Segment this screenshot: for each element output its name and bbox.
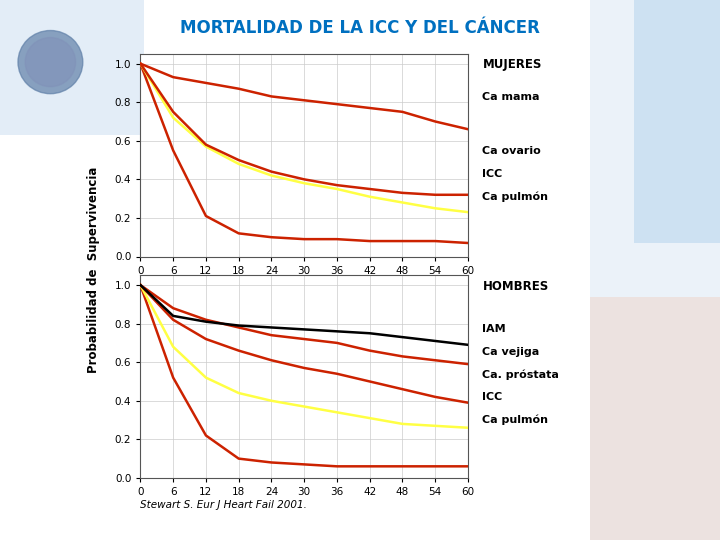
Text: Ca. próstata: Ca. próstata bbox=[482, 369, 559, 380]
Circle shape bbox=[18, 30, 83, 94]
Text: Ca pulmón: Ca pulmón bbox=[482, 191, 549, 202]
Text: MUJERES: MUJERES bbox=[482, 58, 541, 71]
Circle shape bbox=[25, 38, 76, 86]
Text: IAM: IAM bbox=[482, 325, 506, 334]
Text: Ca pulmón: Ca pulmón bbox=[482, 415, 549, 426]
Text: Ca vejiga: Ca vejiga bbox=[482, 347, 540, 357]
Text: ICC: ICC bbox=[482, 393, 503, 402]
Text: HOMBRES: HOMBRES bbox=[482, 280, 549, 293]
Text: ICC: ICC bbox=[482, 169, 503, 179]
Text: Probabilidad de  Supervivencia: Probabilidad de Supervivencia bbox=[87, 167, 100, 373]
Text: Stewart S. Eur J Heart Fail 2001.: Stewart S. Eur J Heart Fail 2001. bbox=[140, 500, 307, 510]
Text: MORTALIDAD DE LA ICC Y DEL CÁNCER: MORTALIDAD DE LA ICC Y DEL CÁNCER bbox=[180, 19, 540, 37]
Text: Ca ovario: Ca ovario bbox=[482, 146, 541, 156]
Text: Ca mama: Ca mama bbox=[482, 92, 540, 102]
